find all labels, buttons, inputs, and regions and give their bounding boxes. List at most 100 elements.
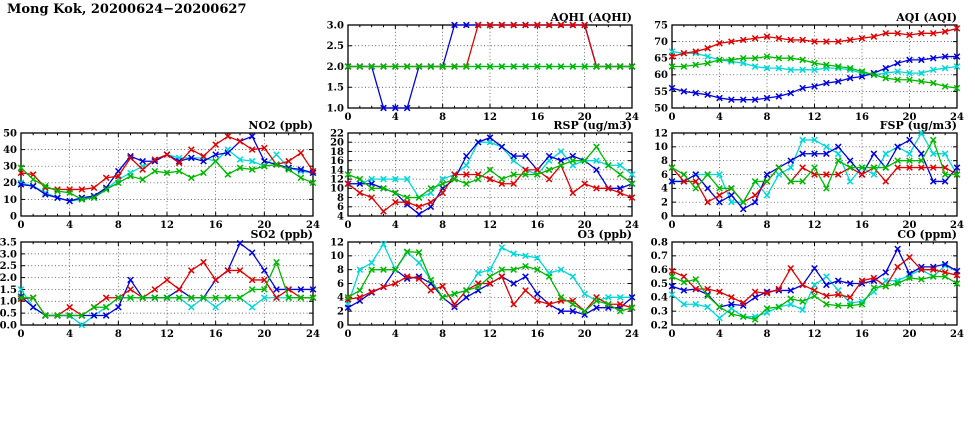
- x-tick-label: 20: [578, 220, 592, 231]
- y-tick-label: 2: [337, 307, 344, 318]
- y-tick-label: 55: [654, 87, 668, 98]
- y-tick-label: 6: [337, 202, 344, 213]
- tick-labels: 0 4 8 12 16 20 24 0 10 20 30 40 50: [3, 128, 320, 231]
- series-markers-blue: [344, 266, 636, 318]
- series-green: [17, 258, 317, 319]
- chart-aqhi: 0 4 8 12 16 20 24 1.0 1.5 2.0 2.5 3.0 AQHI (AQHI): [327, 11, 639, 123]
- x-tick-label: 12: [808, 112, 822, 123]
- y-tick-label: 65: [654, 54, 668, 65]
- chart-title-no2: NO2 (ppb): [248, 119, 313, 132]
- series-markers-green: [344, 143, 636, 201]
- y-tick-label: 1.5: [327, 83, 344, 94]
- chart-so2: 0 4 8 12 16 20 24 0.00.51.01.52.02.53.03.5 SO2 (…: [0, 228, 320, 340]
- y-tick-label: 60: [654, 70, 668, 81]
- y-tick-label: 18: [330, 147, 344, 158]
- series-red: [668, 24, 961, 60]
- y-tick-label: 1.0: [0, 297, 17, 308]
- y-tick-label: 0.4: [651, 293, 668, 304]
- x-tick-label: 16: [855, 112, 869, 123]
- series-line-blue: [348, 136, 633, 215]
- y-tick-label: 2.0: [0, 273, 17, 284]
- x-tick-label: 8: [764, 112, 771, 123]
- y-tick-label: 6: [337, 279, 344, 290]
- y-tick-label: 0.5: [0, 309, 17, 320]
- y-tick-label: 14: [330, 165, 344, 176]
- series-markers-green: [17, 157, 317, 203]
- x-tick-label: 24: [306, 329, 320, 340]
- series-red: [668, 253, 961, 307]
- grid-lines: [672, 242, 957, 325]
- series-blue: [668, 53, 961, 104]
- y-tick-label: 0.2: [651, 320, 668, 331]
- x-tick-label: 24: [950, 329, 964, 340]
- series-markers-cyan: [668, 48, 961, 79]
- y-tick-label: 1.5: [0, 285, 17, 296]
- x-tick-label: 8: [439, 112, 446, 123]
- series-cyan: [668, 262, 961, 322]
- y-tick-label: 0.6: [651, 265, 668, 276]
- series-green: [17, 157, 317, 203]
- grid-lines: [21, 242, 313, 325]
- x-tick-label: 16: [855, 329, 869, 340]
- chart-aqi: 0 4 8 12 16 20 24 50 55 60 65 70 75 AQI (AQI): [654, 11, 964, 123]
- y-tick-label: 70: [654, 37, 668, 48]
- x-tick-label: 0: [345, 220, 352, 231]
- x-tick-label: 24: [950, 220, 964, 231]
- x-tick-label: 20: [903, 220, 917, 231]
- y-tick-label: 2: [661, 198, 668, 209]
- y-tick-label: 8: [661, 156, 668, 167]
- chart-title-rsp: RSP (ug/m3): [553, 119, 632, 132]
- y-tick-label: 12: [654, 128, 668, 139]
- series-markers-red: [668, 253, 961, 307]
- x-tick-label: 8: [439, 329, 446, 340]
- series-line-green: [347, 145, 633, 199]
- y-tick-label: 0.7: [651, 251, 668, 262]
- x-tick-label: 12: [808, 329, 822, 340]
- x-tick-label: 20: [257, 329, 271, 340]
- x-tick-label: 24: [625, 220, 639, 231]
- y-tick-label: 0.5: [651, 279, 668, 290]
- series-markers-green: [344, 63, 636, 70]
- x-tick-label: 4: [66, 329, 73, 340]
- y-tick-label: 4: [337, 211, 344, 222]
- x-tick-label: 0: [18, 329, 25, 340]
- chart-title-co: CO (ppm): [897, 228, 957, 241]
- series-markers-red: [17, 132, 317, 193]
- x-tick-label: 4: [716, 112, 723, 123]
- y-tick-label: 22: [330, 128, 344, 139]
- x-tick-label: 8: [115, 329, 122, 340]
- chart-title-so2: SO2 (ppb): [251, 228, 314, 241]
- x-tick-label: 12: [160, 220, 174, 231]
- x-tick-label: 16: [530, 329, 544, 340]
- series-green: [344, 248, 636, 315]
- chart-title-fsp: FSP (ug/m3): [880, 119, 957, 132]
- x-tick-label: 4: [716, 220, 723, 231]
- y-tick-label: 30: [3, 162, 17, 173]
- y-tick-label: 3.5: [0, 237, 17, 248]
- x-tick-label: 24: [306, 220, 320, 231]
- series-red: [17, 132, 317, 193]
- plot-frame: [20, 132, 314, 217]
- grid-lines: [21, 133, 313, 216]
- y-tick-label: 8: [337, 265, 344, 276]
- y-tick-label: 4: [337, 293, 344, 304]
- y-tick-label: 3.0: [0, 249, 17, 260]
- series-markers-green: [668, 273, 961, 323]
- chart-title-o3: O3 (ppb): [577, 228, 632, 241]
- x-tick-label: 8: [439, 220, 446, 231]
- y-tick-label: 0.0: [0, 320, 17, 331]
- series-red: [17, 258, 317, 319]
- y-tick-label: 0.8: [651, 237, 668, 248]
- y-tick-label: 12: [330, 237, 344, 248]
- y-tick-label: 10: [330, 251, 344, 262]
- x-tick-label: 16: [855, 220, 869, 231]
- series-green: [668, 273, 961, 323]
- y-tick-label: 6: [661, 170, 668, 181]
- series-blue: [344, 266, 636, 318]
- x-tick-label: 12: [808, 220, 822, 231]
- x-tick-label: 16: [530, 112, 544, 123]
